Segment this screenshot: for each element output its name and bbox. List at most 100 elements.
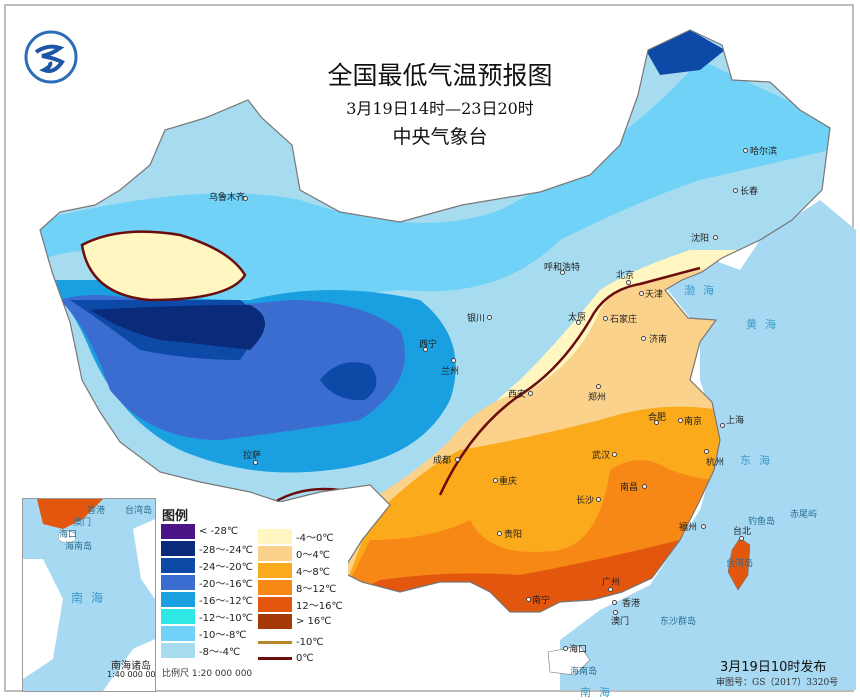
legend-line	[258, 657, 292, 660]
legend-item: 0～4℃	[258, 546, 330, 561]
legend-swatch	[258, 563, 292, 578]
legend-swatch	[161, 558, 195, 573]
south-china-sea-inset: 香港 台湾岛 澳门 海口 海南岛 南海 南海诸岛 1:40 000 000	[22, 498, 156, 692]
city-label: 呼和浩特	[544, 263, 581, 273]
city-label: 澳门	[611, 617, 630, 627]
island-label: 赤尾屿	[790, 510, 818, 520]
city-marker	[423, 347, 428, 352]
forecast-period: 3月19日14时—23日20时	[346, 99, 534, 118]
legend-label: > 16℃	[296, 616, 332, 627]
inset-title: 南海诸岛	[111, 661, 151, 672]
legend-line-item: -10℃	[258, 635, 324, 650]
map-scale: 比例尺 1:20 000 000	[162, 669, 253, 679]
legend-label: -8～-4℃	[199, 647, 241, 658]
legend-swatch	[161, 541, 195, 556]
legend-item: -28～-24℃	[161, 541, 253, 556]
legend-item: -10～-8℃	[161, 626, 247, 641]
city-label: 南京	[684, 417, 703, 427]
city-marker	[526, 597, 531, 602]
city-label: 西宁	[419, 340, 438, 350]
page-title: 全国最低气温预报图	[327, 61, 553, 90]
city-label: 合肥	[648, 413, 667, 423]
city-marker	[596, 384, 601, 389]
legend-label: -16～-12℃	[199, 596, 253, 607]
city-marker	[733, 188, 738, 193]
island-label: 钓鱼岛	[748, 517, 776, 527]
legend-item: -24～-20℃	[161, 558, 253, 573]
city-marker	[642, 484, 647, 489]
zone-minus10-minus8	[40, 60, 830, 300]
city-label: 石家庄	[610, 315, 638, 325]
inset-label: 海南岛	[65, 542, 93, 552]
legend-item: -4～0℃	[258, 529, 334, 544]
city-label: 海口	[569, 645, 588, 655]
legend-item: 4～8℃	[258, 563, 330, 578]
inset-scale: 1:40 000 000	[107, 670, 156, 679]
city-marker	[603, 316, 608, 321]
legend-swatch	[161, 626, 195, 641]
city-marker	[451, 358, 456, 363]
sea-label: 南海	[580, 686, 618, 699]
legend-item: -20～-16℃	[161, 575, 253, 590]
city-label: 北京	[616, 271, 635, 281]
city-label: 重庆	[499, 477, 518, 487]
city-label: 西安	[508, 390, 527, 400]
city-label: 广州	[602, 578, 621, 588]
city-marker	[596, 497, 601, 502]
isotherm-0	[438, 266, 701, 496]
legend-swatch	[161, 643, 195, 658]
legend-item: -16～-12℃	[161, 592, 253, 607]
city-label: 杭州	[706, 458, 725, 468]
city-label: 天津	[645, 290, 664, 300]
city-label: 香港	[622, 599, 641, 609]
legend-label: 8～12℃	[296, 584, 337, 595]
city-marker	[612, 600, 617, 605]
taiwan-island	[727, 537, 751, 591]
legend-label: 4～8℃	[296, 567, 330, 578]
legend-line-item: 0℃	[258, 651, 314, 666]
legend-swatch	[161, 609, 195, 624]
cma-logo-icon	[24, 30, 78, 84]
city-marker	[639, 291, 644, 296]
city-label: 济南	[649, 335, 668, 345]
legend-item: 12～16℃	[258, 597, 343, 612]
city-marker	[497, 531, 502, 536]
approval-number: 审图号：GS（2017）3320号	[716, 678, 839, 688]
city-marker	[739, 536, 744, 541]
legend-swatch	[258, 614, 292, 629]
city-label: 台北	[733, 527, 752, 537]
legend-label: -12～-10℃	[199, 613, 253, 624]
inset-sea-label: 南海	[71, 591, 112, 605]
legend-title: 图例	[162, 509, 189, 524]
city-label: 银川	[467, 314, 486, 324]
hainan-island	[547, 645, 591, 676]
legend-item: -12～-10℃	[161, 609, 253, 624]
sea-label: 黄海	[746, 318, 784, 331]
inset-label: 海口	[59, 530, 78, 540]
legend-label: -10℃	[296, 637, 324, 648]
city-marker	[720, 423, 725, 428]
zone-minus28-minus24	[90, 305, 265, 350]
city-marker	[608, 587, 613, 592]
zone-minus24-minus20-east	[320, 362, 377, 401]
city-label: 乌鲁木齐	[209, 193, 246, 203]
legend-label: -20～-16℃	[199, 579, 253, 590]
city-marker	[455, 457, 460, 462]
city-label: 兰州	[441, 367, 460, 377]
legend-swatch	[161, 524, 195, 539]
legend-item: < -28℃	[161, 524, 238, 539]
city-label: 长春	[740, 187, 759, 197]
legend: 图例 < -28℃ -28～-24℃ -24～-20℃ -20～-16℃ -16～-12…	[158, 502, 348, 672]
city-marker	[613, 610, 618, 615]
zone-tarim-warm	[80, 230, 247, 302]
agency-name: 中央气象台	[392, 126, 488, 148]
city-marker	[487, 315, 492, 320]
city-marker	[612, 452, 617, 457]
city-label: 贵阳	[504, 530, 523, 540]
sea-label: 渤海	[684, 284, 722, 297]
legend-label: 0℃	[296, 653, 314, 664]
legend-line	[258, 641, 292, 644]
city-marker	[563, 646, 568, 651]
legend-swatch	[161, 575, 195, 590]
city-label: 南昌	[620, 483, 639, 493]
